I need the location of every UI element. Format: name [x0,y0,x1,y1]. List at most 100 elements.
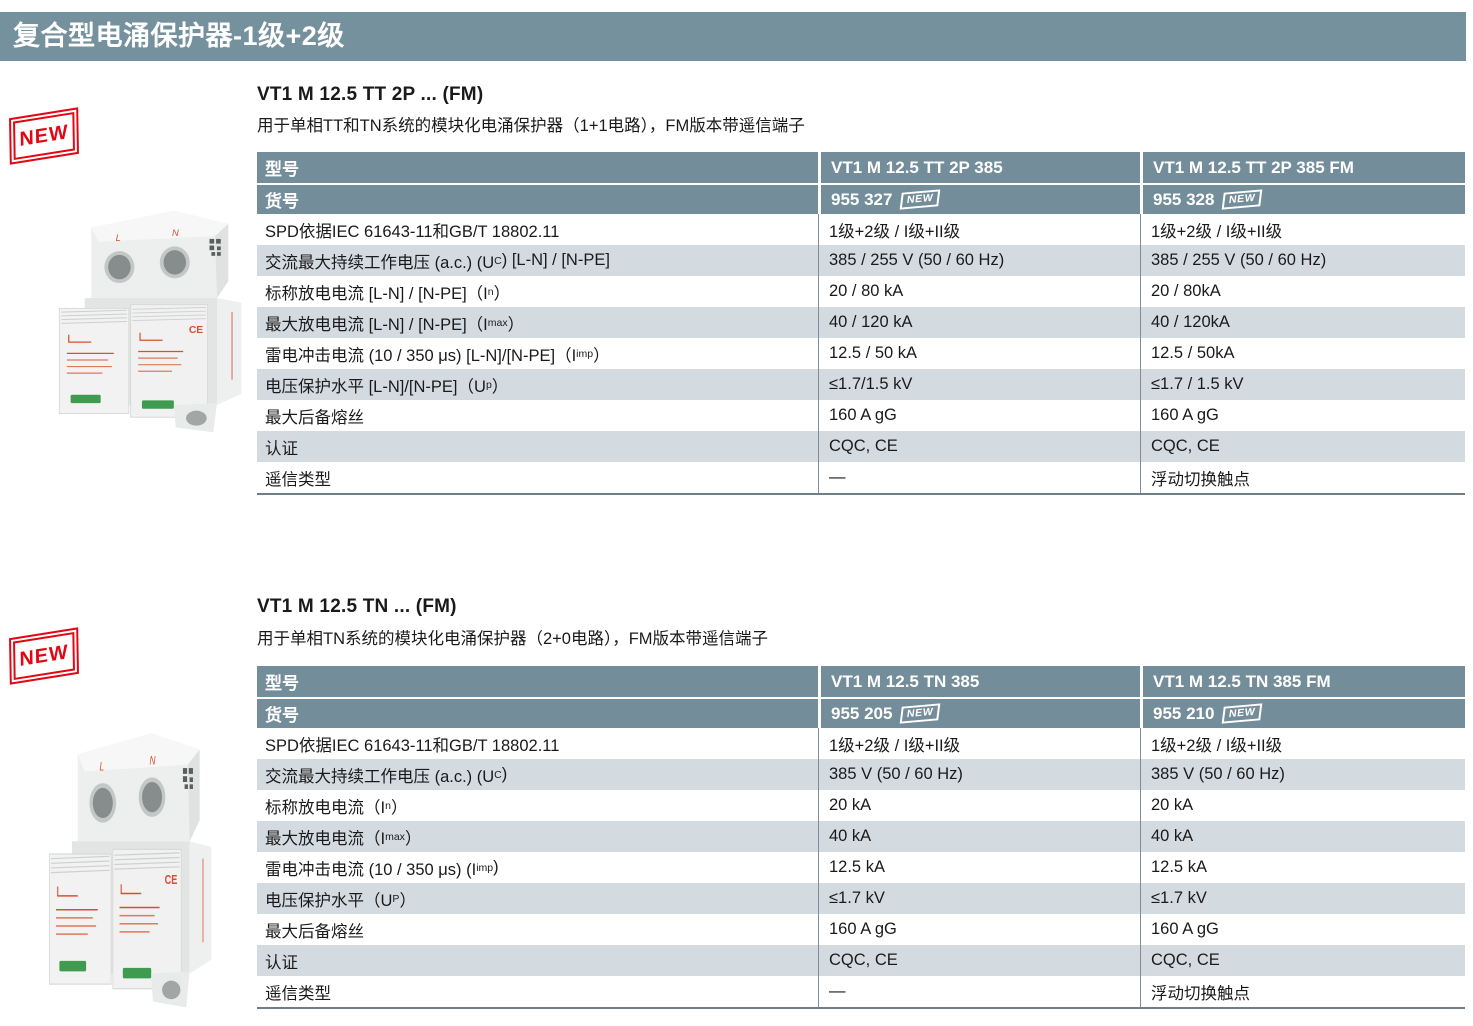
spec-value: 160 A gG [818,400,1140,431]
spec-value: 1级+2级 / I级+II级 [818,214,1140,245]
table-row-article: 货号 955 205 NEW 955 210 NEW [257,697,1465,728]
spec-value: 40 kA [1140,821,1465,852]
table-row-article: 货号 955 327 NEW 955 328 NEW [257,183,1465,214]
spec-value: CQC, CE [818,945,1140,976]
spec-table: 型号 VT1 M 12.5 TT 2P 385 VT1 M 12.5 TT 2P 3… [257,152,1465,495]
table-row: 遥信类型 — 浮动切换触点 [257,976,1465,1007]
spec-label: 最大放电电流（I max） [265,829,422,848]
spec-label: 标称放电电流 [L-N] / [N-PE]（I n） [265,284,511,303]
spec-value: 1级+2级 / I级+II级 [818,728,1140,759]
spec-value: 12.5 / 50 kA [818,338,1140,369]
status-indicator-window [122,967,152,979]
spec-value: 20 / 80kA [1140,276,1465,307]
new-badge-label: NEW [13,111,75,161]
new-stamp-icon: NEW [900,189,941,210]
spec-label: 交流最大持续工作电压 (a.c.) (U C) [265,765,508,786]
device-side-panel [217,298,242,406]
model-name: VT1 M 12.5 TT 2P 385 [818,152,1140,183]
spec-value: 12.5 kA [1140,852,1465,883]
spec-value: 40 / 120 kA [818,307,1140,338]
plug-module: CE [112,848,182,990]
spec-value: 385 / 255 V (50 / 60 Hz) [1140,245,1465,276]
plug-module [48,853,112,985]
ce-mark-icon: CE [165,874,178,888]
new-stamp-icon: NEW [1222,189,1263,210]
new-badge: NEW [9,107,79,165]
table-row-model: 型号 VT1 M 12.5 TT 2P 385 VT1 M 12.5 TT 2P 3… [257,152,1465,183]
page-title-banner: 复合型电涌保护器-1级+2级 [0,12,1466,61]
status-indicator-window [59,960,87,972]
article-number: 955 327 NEW [818,185,1140,214]
new-stamp-icon: NEW [1222,703,1263,724]
spec-value: 160 A gG [818,914,1140,945]
new-badge: NEW [9,627,79,685]
table-row: 交流最大持续工作电压 (a.c.) (U C) 385 V (50 / 60 Hz)… [257,759,1465,790]
article-number: 955 205 NEW [818,699,1140,728]
ce-mark-icon: CE [189,325,203,336]
new-badge-label: NEW [13,631,75,681]
table-row: 电压保护水平 [L-N]/[N-PE]（U p） ≤1.7/1.5 kV ≤1.7 /… [257,369,1465,400]
spec-value: CQC, CE [1140,431,1465,462]
terminal-label-n: N [172,228,179,238]
model-name: VT1 M 12.5 TT 2P 385 FM [1140,152,1465,183]
model-name: VT1 M 12.5 TN 385 FM [1140,666,1465,697]
table-row: 雷电冲击电流 (10 / 350 μs) (I imp) 12.5 kA 12.5 k… [257,852,1465,883]
terminal-block: L N [77,733,200,842]
spec-value: ≤1.7 kV [1140,883,1465,914]
spec-label: SPD依据IEC 61643-11和GB/T 18802.11 [265,222,560,241]
spec-label: 最大后备熔丝 [265,408,364,427]
table-row: 标称放电电流 [L-N] / [N-PE]（I n） 20 / 80 kA 20 / … [257,276,1465,307]
status-indicator-window [141,400,174,409]
plug-module [58,307,130,414]
spec-value: 12.5 kA [818,852,1140,883]
model-row-label: 型号 [265,160,299,179]
section-title: VT1 M 12.5 TT 2P ... (FM) [257,84,484,105]
terminal-label-l: L [99,761,104,774]
spec-value: 40 / 120kA [1140,307,1465,338]
mounting-hole-icon [186,410,207,426]
spec-label: 最大放电电流 [L-N] / [N-PE]（I max） [265,315,525,334]
new-stamp-icon: NEW [900,703,941,724]
product-photo-surge-protector: L N CE [48,733,212,1008]
table-row: 最大放电电流（I max） 40 kA 40 kA [257,821,1465,852]
status-indicator-window [70,394,101,404]
spec-label: 遥信类型 [265,984,331,1003]
spec-value: CQC, CE [818,431,1140,462]
table-row: 最大后备熔丝 160 A gG 160 A gG [257,400,1465,431]
mounting-hole-icon [162,980,181,1000]
spec-value: ≤1.7 / 1.5 kV [1140,369,1465,400]
table-row: 最大后备熔丝 160 A gG 160 A gG [257,914,1465,945]
spec-value: — [818,462,1140,493]
qr-code-icon [209,238,221,256]
spec-label: 雷电冲击电流 (10 / 350 μs) [L-N]/[N-PE]（I imp） [265,346,610,365]
terminal-label-l: L [116,233,121,243]
plug-module: CE [130,304,209,418]
qr-code-icon [182,768,193,789]
spec-table: 型号 VT1 M 12.5 TN 385 VT1 M 12.5 TN 385 FM 货… [257,666,1465,1009]
spec-label: 雷电冲击电流 (10 / 350 μs) (I imp) [265,858,499,879]
spec-value: 385 V (50 / 60 Hz) [1140,759,1465,790]
spec-value: 385 / 255 V (50 / 60 Hz) [818,245,1140,276]
section-title: VT1 M 12.5 TN ... (FM) [257,596,457,617]
table-row: 认证 CQC, CE CQC, CE [257,431,1465,462]
model-row-label: 型号 [265,674,299,693]
table-row: 交流最大持续工作电压 (a.c.) (U C) [L-N] / [N-PE] 385… [257,245,1465,276]
model-name: VT1 M 12.5 TN 385 [818,666,1140,697]
spec-value: 20 kA [1140,790,1465,821]
spec-label: SPD依据IEC 61643-11和GB/T 18802.11 [265,736,560,755]
table-row: SPD依据IEC 61643-11和GB/T 18802.11 1级+2级 / I… [257,728,1465,759]
article-number: 955 210 NEW [1140,699,1465,728]
spec-value: ≤1.7 kV [818,883,1140,914]
spec-value: 浮动切换触点 [1140,462,1465,493]
spec-label: 认证 [265,439,298,458]
spec-value: CQC, CE [1140,945,1465,976]
table-row: 雷电冲击电流 (10 / 350 μs) [L-N]/[N-PE]（I imp） 1… [257,338,1465,369]
article-number: 955 328 NEW [1140,185,1465,214]
table-row: 遥信类型 — 浮动切换触点 [257,462,1465,493]
spec-value: ≤1.7/1.5 kV [818,369,1140,400]
table-row: 最大放电电流 [L-N] / [N-PE]（I max） 40 / 120 kA 40… [257,307,1465,338]
spec-label: 最大后备熔丝 [265,922,364,941]
spec-value: 385 V (50 / 60 Hz) [818,759,1140,790]
spec-value: 20 / 80 kA [818,276,1140,307]
